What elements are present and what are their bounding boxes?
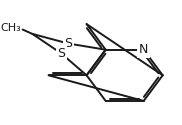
Text: S: S xyxy=(57,47,65,60)
Text: S: S xyxy=(64,37,72,50)
Text: N: N xyxy=(139,43,148,56)
Text: CH₃: CH₃ xyxy=(0,23,21,33)
